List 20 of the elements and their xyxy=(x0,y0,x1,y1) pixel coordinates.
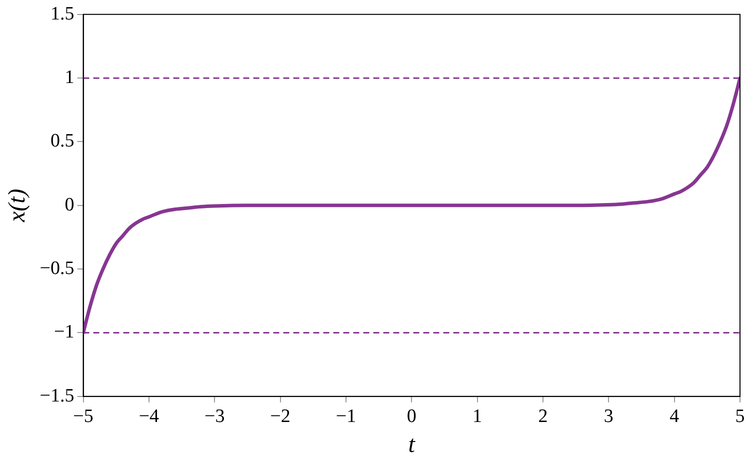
y-axis-title: x(t) xyxy=(4,188,31,224)
x-tick-label: 0 xyxy=(406,406,416,427)
x-tick-label: −5 xyxy=(73,406,94,427)
x-tick-label: −3 xyxy=(204,406,225,427)
x-tick-label: 3 xyxy=(604,406,614,427)
y-tick-label: 1 xyxy=(64,67,74,88)
y-tick-label: 0 xyxy=(64,194,74,216)
x-tick-label: 4 xyxy=(670,406,680,427)
x-tick-label: −4 xyxy=(138,406,160,427)
y-tick-label: −1.5 xyxy=(40,385,74,406)
y-tick-label: 1.5 xyxy=(50,3,74,24)
y-tick-label: −0.5 xyxy=(40,258,74,280)
y-tick-label: 0.5 xyxy=(50,130,74,152)
x-axis-title: t xyxy=(408,432,416,458)
x-tick-label: 2 xyxy=(538,406,548,427)
x-tick-label: 5 xyxy=(735,406,745,427)
y-tick-label: −1 xyxy=(54,322,74,343)
x-tick-label: 1 xyxy=(472,406,482,427)
x-tick-label: −1 xyxy=(336,406,356,427)
x-tick-label: −2 xyxy=(270,406,290,427)
